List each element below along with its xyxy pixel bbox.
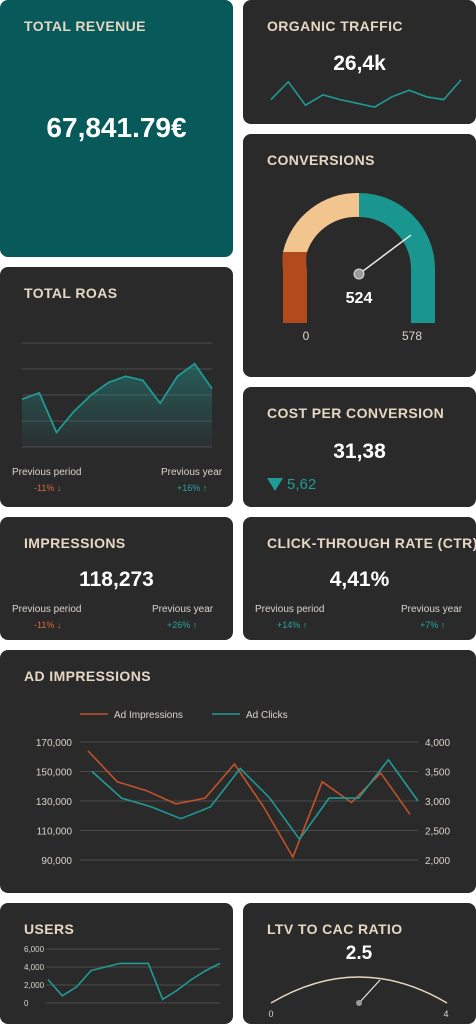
cost-per-conversion-value: 31,38	[333, 440, 386, 463]
ad-y-tick-left: 110,000	[37, 827, 73, 838]
users-y-tick: 6,000	[24, 945, 45, 954]
ltv-cac-max-label: 4	[443, 1009, 448, 1019]
impressions-value: 118,273	[79, 568, 154, 591]
total-revenue-card: TOTAL REVENUE 67,841.79€	[0, 0, 233, 257]
gauge-min-label: 0	[303, 329, 310, 343]
roas-area	[22, 363, 212, 447]
ltv-cac-gauge: 2.5 0 4	[268, 943, 448, 1019]
conversions-card: CONVERSIONS 524 0 578	[243, 134, 476, 377]
triangle-down-icon	[267, 478, 283, 491]
cost-per-conversion-delta: 5,62	[287, 476, 317, 493]
ad-impressions-chart: Ad Impressions Ad Clicks 170,000 4,000 150…	[36, 710, 451, 867]
organic-traffic-title: ORGANIC TRAFFIC	[267, 18, 403, 34]
ltv-cac-card: LTV TO CAC RATIO 2.5 0 4	[243, 903, 476, 1024]
ctr-prev-year-value: +7% ↑	[420, 620, 446, 630]
impressions-prev-year-label: Previous year	[152, 604, 214, 615]
ltv-cac-title: LTV TO CAC RATIO	[267, 921, 403, 937]
organic-traffic-card: ORGANIC TRAFFIC 26,4k	[243, 0, 476, 124]
conversions-value: 524	[346, 290, 373, 307]
ad-impressions-title: AD IMPRESSIONS	[24, 668, 151, 684]
ltv-cac-needle	[358, 979, 381, 1004]
ctr-title: CLICK-THROUGH RATE (CTR)	[267, 535, 476, 551]
ad-clicks-line	[91, 758, 419, 841]
users-line	[47, 962, 221, 1001]
ltv-cac-needle-hub	[356, 1000, 362, 1006]
ad-impressions-card: AD IMPRESSIONS Ad Impressions Ad Clicks …	[0, 650, 476, 893]
users-y-tick: 0	[24, 999, 29, 1008]
ad-y-tick-right: 2,500	[425, 827, 450, 838]
roas-prev-year-value: +16% ↑	[177, 483, 208, 493]
cost-per-conversion-card: COST PER CONVERSION 31,38 5,62	[243, 387, 476, 507]
ctr-card: CLICK-THROUGH RATE (CTR) 4,41% Previous …	[243, 517, 476, 640]
ltv-cac-value: 2.5	[346, 943, 373, 964]
ltv-cac-arc	[270, 976, 448, 1004]
impressions-card: IMPRESSIONS 118,273 Previous period -11%…	[0, 517, 233, 640]
roas-prev-period-value: -11% ↓	[34, 483, 62, 493]
users-chart: 6,000 4,000 2,000 0	[24, 945, 221, 1008]
ad-y-tick-right: 2,000	[425, 856, 450, 867]
roas-line	[21, 362, 213, 435]
impressions-prev-year-value: +26% ↑	[167, 620, 198, 630]
organic-traffic-sparkline	[270, 79, 462, 108]
roas-prev-year-label: Previous year	[161, 467, 223, 478]
total-roas-card: TOTAL ROAS Previous period -11% ↓ Previo…	[0, 267, 233, 507]
gauge-segment-high	[359, 193, 435, 323]
ctr-prev-year-label: Previous year	[401, 604, 463, 615]
ad-y-tick-left: 90,000	[41, 856, 72, 867]
impressions-prev-period-label: Previous period	[12, 604, 82, 615]
impressions-prev-period-value: -11% ↓	[34, 620, 62, 630]
ltv-cac-min-label: 0	[268, 1009, 273, 1019]
users-title: USERS	[24, 921, 75, 937]
ad-y-tick-right: 3,500	[425, 768, 450, 779]
total-roas-title: TOTAL ROAS	[24, 285, 118, 301]
conversions-title: CONVERSIONS	[267, 152, 375, 168]
users-y-tick: 2,000	[24, 981, 45, 990]
legend-label-impressions: Ad Impressions	[114, 710, 183, 721]
organic-traffic-value: 26,4k	[333, 52, 386, 75]
legend-label-clicks: Ad Clicks	[246, 710, 288, 721]
ctr-value: 4,41%	[329, 568, 390, 591]
roas-prev-period-label: Previous period	[12, 467, 82, 478]
cost-per-conversion-title: COST PER CONVERSION	[267, 405, 445, 421]
ctr-prev-period-label: Previous period	[255, 604, 325, 615]
total-roas-chart	[21, 342, 213, 448]
impressions-title: IMPRESSIONS	[24, 535, 126, 551]
ad-y-tick-left: 130,000	[36, 797, 73, 808]
ad-y-tick-right: 4,000	[425, 738, 450, 749]
gauge-needle-hub	[353, 268, 365, 280]
organic-traffic-line	[270, 79, 462, 108]
total-revenue-value: 67,841.79€	[46, 112, 187, 143]
users-y-tick: 4,000	[24, 963, 45, 972]
total-revenue-title: TOTAL REVENUE	[24, 18, 146, 34]
gauge-max-label: 578	[402, 329, 422, 343]
gauge-segment-low	[282, 252, 307, 323]
ad-impressions-line	[87, 750, 411, 859]
ad-y-tick-left: 170,000	[36, 738, 73, 749]
users-card: USERS 6,000 4,000 2,000 0	[0, 903, 233, 1024]
conversions-gauge: 524 0 578	[282, 192, 435, 343]
ad-y-tick-left: 150,000	[36, 768, 73, 779]
ctr-prev-period-value: +14% ↑	[277, 620, 308, 630]
gauge-segment-mid	[283, 192, 359, 252]
gauge-needle	[358, 234, 412, 275]
ad-y-tick-right: 3,000	[425, 797, 450, 808]
